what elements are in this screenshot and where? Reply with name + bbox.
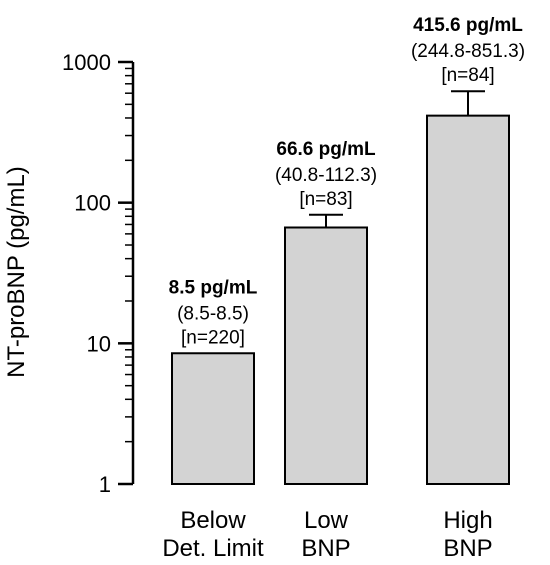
annotation-range: (8.5-8.5) <box>177 303 249 324</box>
annotation-n: [n=84] <box>441 65 494 86</box>
annotations: [n=220] (8.5-8.5) 8.5 pg/mL [n=83] (40.8-112… <box>169 15 525 348</box>
annotation-range: (244.8-851.3) <box>411 41 525 62</box>
annotation-n: [n=220] <box>181 327 245 348</box>
x-tick-label: BNP <box>443 535 492 562</box>
annotation-median: 415.6 pg/mL <box>413 15 523 36</box>
x-tick-label: High <box>443 507 492 534</box>
annotation-median: 8.5 pg/mL <box>169 277 258 298</box>
x-tick-label: BNP <box>301 535 350 562</box>
annotation-median: 66.6 pg/mL <box>276 139 376 160</box>
bar <box>171 352 255 486</box>
bars <box>171 114 510 486</box>
y-tick-label: 10 <box>87 331 111 356</box>
annotation-range: (40.8-112.3) <box>275 165 377 186</box>
axes: 1 10 100 1000 <box>62 50 135 497</box>
y-axis-label: NT-proBNP (pg/mL) <box>3 166 30 378</box>
x-tick-label: Low <box>304 507 349 534</box>
y-tick-label: 1 <box>99 472 111 497</box>
x-tick-label: Below <box>180 507 246 534</box>
error-bars <box>309 90 485 228</box>
y-tick-label: 100 <box>74 191 111 216</box>
y-tick-label: 1000 <box>62 50 111 75</box>
annotation-n: [n=83] <box>299 189 352 210</box>
x-tick-label: Det. Limit <box>162 535 264 562</box>
bar <box>426 114 510 485</box>
bar <box>284 226 368 485</box>
